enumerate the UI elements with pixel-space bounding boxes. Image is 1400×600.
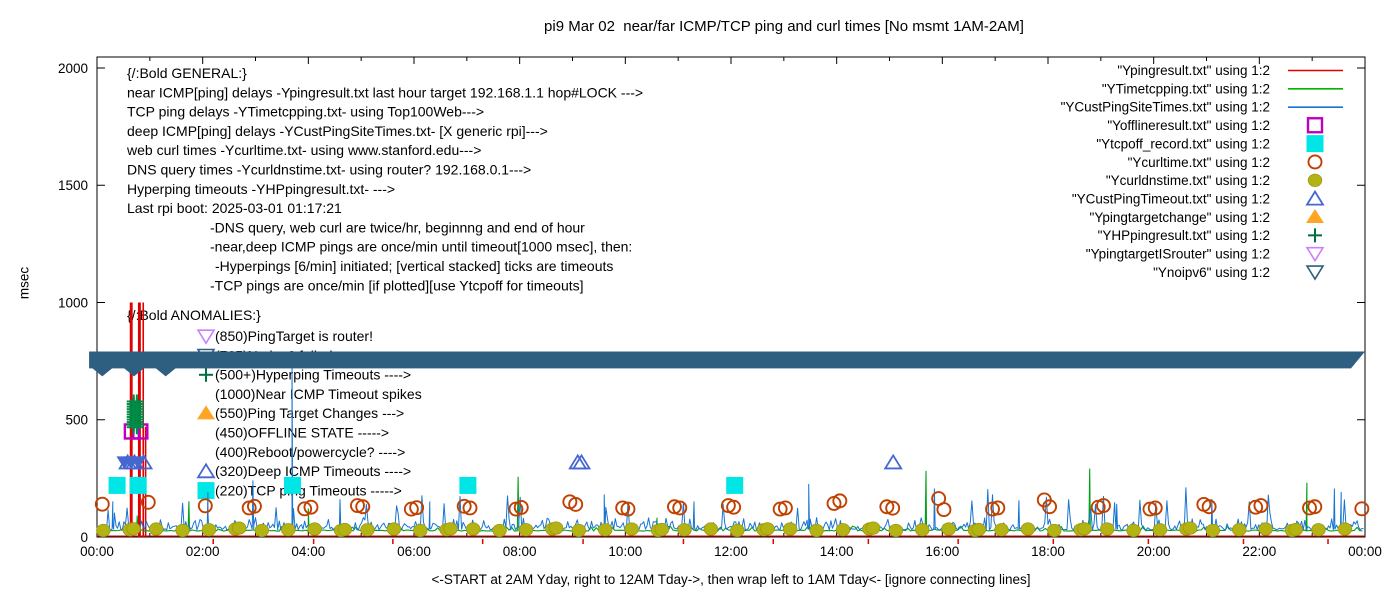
- svg-text:(550)Ping Target Changes --->: (550)Ping Target Changes --->: [215, 405, 404, 421]
- svg-text:16:00: 16:00: [925, 544, 959, 559]
- legend-label: "YpingtargetISrouter" using 1:2: [1086, 247, 1270, 262]
- svg-text:(500+)Hyperping Timeouts ---->: (500+)Hyperping Timeouts ---->: [215, 367, 411, 383]
- svg-text:22:00: 22:00: [1242, 544, 1276, 559]
- general-annotations: {/:Bold GENERAL:} near ICMP[ping] delays …: [126, 65, 643, 293]
- markers-curl-times: [94, 491, 1370, 518]
- legend-label: "Ypingresult.txt" using 1:2: [1117, 63, 1270, 78]
- y-tick-labels: 0 500 1000 1500 2000: [58, 61, 88, 545]
- svg-text:08:00: 08:00: [503, 544, 537, 559]
- series-deep-icmp: [96, 359, 1364, 531]
- svg-text:0: 0: [80, 530, 88, 545]
- svg-text:2000: 2000: [58, 61, 88, 76]
- legend-label: "Yofflineresult.txt" using 1:2: [1107, 118, 1270, 133]
- svg-text:20:00: 20:00: [1137, 544, 1171, 559]
- svg-text:500: 500: [65, 413, 88, 428]
- svg-text:02:00: 02:00: [186, 544, 220, 559]
- legend: "Ypingresult.txt" using 1:2 "YTimetcpping…: [1061, 63, 1343, 281]
- legend-label: "YCustPingTimeout.txt" using 1:2: [1072, 191, 1270, 206]
- legend-label: "YCustPingSiteTimes.txt" using 1:2: [1061, 100, 1270, 115]
- svg-text:web curl times -Ycurltime.txt-: web curl times -Ycurltime.txt- using www…: [126, 142, 481, 158]
- x-axis-label: <-START at 2AM Yday, right to 12AM Tday-…: [431, 572, 1031, 587]
- svg-text:TCP ping delays -YTimetcpping.: TCP ping delays -YTimetcpping.txt- using…: [127, 104, 484, 120]
- svg-text:Last rpi boot: 2025-03-01 01:1: Last rpi boot: 2025-03-01 01:17:21: [127, 200, 342, 216]
- markers-dns-times: [96, 521, 1353, 538]
- svg-text:(850)PingTarget is router!: (850)PingTarget is router!: [215, 328, 373, 344]
- svg-text:00:00: 00:00: [1348, 544, 1382, 559]
- svg-text:DNS query times -Ycurldnstime.: DNS query times -Ycurldnstime.txt- using…: [127, 162, 531, 178]
- legend-label: "YTimetcpping.txt" using 1:2: [1102, 81, 1270, 96]
- svg-text:1500: 1500: [58, 178, 88, 193]
- svg-text:06:00: 06:00: [397, 544, 431, 559]
- legend-label: "Ypingtargetchange" using 1:2: [1090, 210, 1270, 225]
- legend-label: "YHPpingresult.txt" using 1:2: [1098, 228, 1270, 243]
- noipv6-band: [89, 351, 1365, 377]
- svg-text:1000: 1000: [58, 295, 88, 310]
- svg-text:deep ICMP[ping] delays -YCustP: deep ICMP[ping] delays -YCustPingSiteTim…: [127, 123, 548, 139]
- legend-label: "Ycurldnstime.txt" using 1:2: [1106, 173, 1270, 188]
- svg-text:14:00: 14:00: [820, 544, 854, 559]
- markers-tcp-timeouts: [108, 476, 744, 494]
- svg-text:{/:Bold ANOMALIES:}: {/:Bold ANOMALIES:}: [127, 307, 261, 323]
- svg-text:00:00: 00:00: [80, 544, 114, 559]
- svg-text:(1000)Near ICMP Timeout spikes: (1000)Near ICMP Timeout spikes: [215, 386, 422, 402]
- svg-text:12:00: 12:00: [714, 544, 748, 559]
- x-tick-labels: 00:00 02:00 04:00 06:00 08:00 10:00 12:00 14:00…: [80, 544, 1382, 559]
- svg-text:(400)Reboot/powercycle? ---->: (400)Reboot/powercycle? ---->: [215, 444, 405, 460]
- svg-text:18:00: 18:00: [1031, 544, 1065, 559]
- svg-text:(320)Deep ICMP Timeouts ---->: (320)Deep ICMP Timeouts ---->: [215, 463, 411, 479]
- markers-deep-icmp-timeouts: [116, 453, 903, 470]
- markers-hyperping-timeouts: [126, 394, 144, 435]
- y-axis-label: msec: [16, 266, 32, 300]
- svg-text:10:00: 10:00: [608, 544, 642, 559]
- svg-text:-near,deep ICMP pings are once: -near,deep ICMP pings are once/min until…: [210, 239, 632, 255]
- svg-text:-Hyperpings [6/min] initiated;: -Hyperpings [6/min] initiated; [vertical…: [215, 258, 613, 274]
- svg-text:(450)OFFLINE STATE ----->: (450)OFFLINE STATE ----->: [215, 425, 389, 441]
- svg-text:-DNS query, web curl are twice: -DNS query, web curl are twice/hr, begin…: [210, 219, 585, 235]
- svg-text:near ICMP[ping] delays -Ypingr: near ICMP[ping] delays -Ypingresult.txt …: [127, 84, 643, 100]
- legend-label: "Ycurltime.txt" using 1:2: [1128, 155, 1270, 170]
- svg-text:(220)TCP ping Timeouts ----->: (220)TCP ping Timeouts ----->: [215, 482, 402, 498]
- chart-title: pi9 Mar 02 near/far ICMP/TCP ping and cu…: [544, 18, 1024, 35]
- legend-label: "Ynoipv6" using 1:2: [1153, 265, 1270, 280]
- svg-text:-TCP pings are once/min [if pl: -TCP pings are once/min [if plotted][use…: [210, 277, 584, 293]
- anomaly-annotations: {/:Bold ANOMALIES:} (850)PingTarget is ro…: [127, 307, 422, 500]
- svg-text:{/:Bold GENERAL:}: {/:Bold GENERAL:}: [127, 65, 247, 81]
- svg-text:Hyperping timeouts -YHPpingres: Hyperping timeouts -YHPpingresult.txt- -…: [127, 181, 395, 197]
- legend-label: "Ytcpoff_record.txt" using 1:2: [1096, 136, 1270, 151]
- axes: [96, 56, 1366, 538]
- svg-text:04:00: 04:00: [291, 544, 325, 559]
